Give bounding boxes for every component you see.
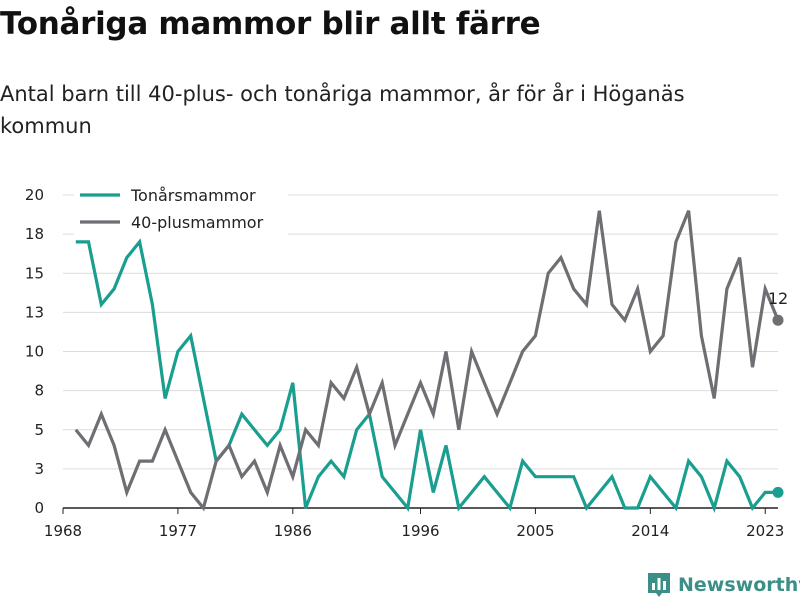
x-tick-label: 1996 <box>401 522 439 540</box>
x-axis: 1968 1977 1986 1996 2005 2014 2023 <box>44 508 784 540</box>
x-tick-label: 2005 <box>516 522 554 540</box>
series-line-0 <box>75 238 778 513</box>
y-tick-label: 18 <box>25 225 44 243</box>
line-chart: 0 3 5 8 10 13 15 18 20 1968 1977 1986 1996 2005 2014 2… <box>25 180 788 540</box>
newsworthy-chart-icon <box>648 573 670 597</box>
chart-title: Tonåriga mammor blir allt färre <box>0 6 541 42</box>
legend-background <box>74 180 288 238</box>
y-tick-label: 3 <box>34 460 44 478</box>
y-tick-label: 20 <box>25 186 44 204</box>
series-line-1 <box>74 210 780 512</box>
brand-logo[interactable]: Newsworthy <box>646 571 800 599</box>
y-tick-label: 0 <box>34 499 44 517</box>
series-end-point <box>772 314 784 326</box>
legend-label: 40-plusmammor <box>131 213 264 232</box>
series-lines: 12 <box>74 210 788 513</box>
legend-label: Tonårsmammor <box>130 186 256 205</box>
brand-name: Newsworthy <box>678 574 800 596</box>
series-end-point <box>772 486 784 498</box>
x-tick-label: 2014 <box>631 522 669 540</box>
y-tick-label: 8 <box>34 382 44 400</box>
x-tick-label: 1968 <box>44 522 82 540</box>
legend: Tonårsmammor 40-plusmammor <box>74 180 288 238</box>
y-tick-label: 15 <box>25 264 44 282</box>
grid-lines <box>63 194 778 509</box>
x-tick-label: 1977 <box>159 522 197 540</box>
x-tick-label: 2023 <box>746 522 784 540</box>
y-tick-label: 5 <box>34 421 44 439</box>
chart-subtitle: Antal barn till 40-plus- och tonåriga ma… <box>0 82 685 138</box>
y-axis: 0 3 5 8 10 13 15 18 20 <box>25 186 44 517</box>
y-tick-label: 13 <box>25 303 44 321</box>
end-value-label: 12 <box>768 289 788 308</box>
y-tick-label: 10 <box>25 343 44 361</box>
x-tick-label: 1986 <box>274 522 312 540</box>
